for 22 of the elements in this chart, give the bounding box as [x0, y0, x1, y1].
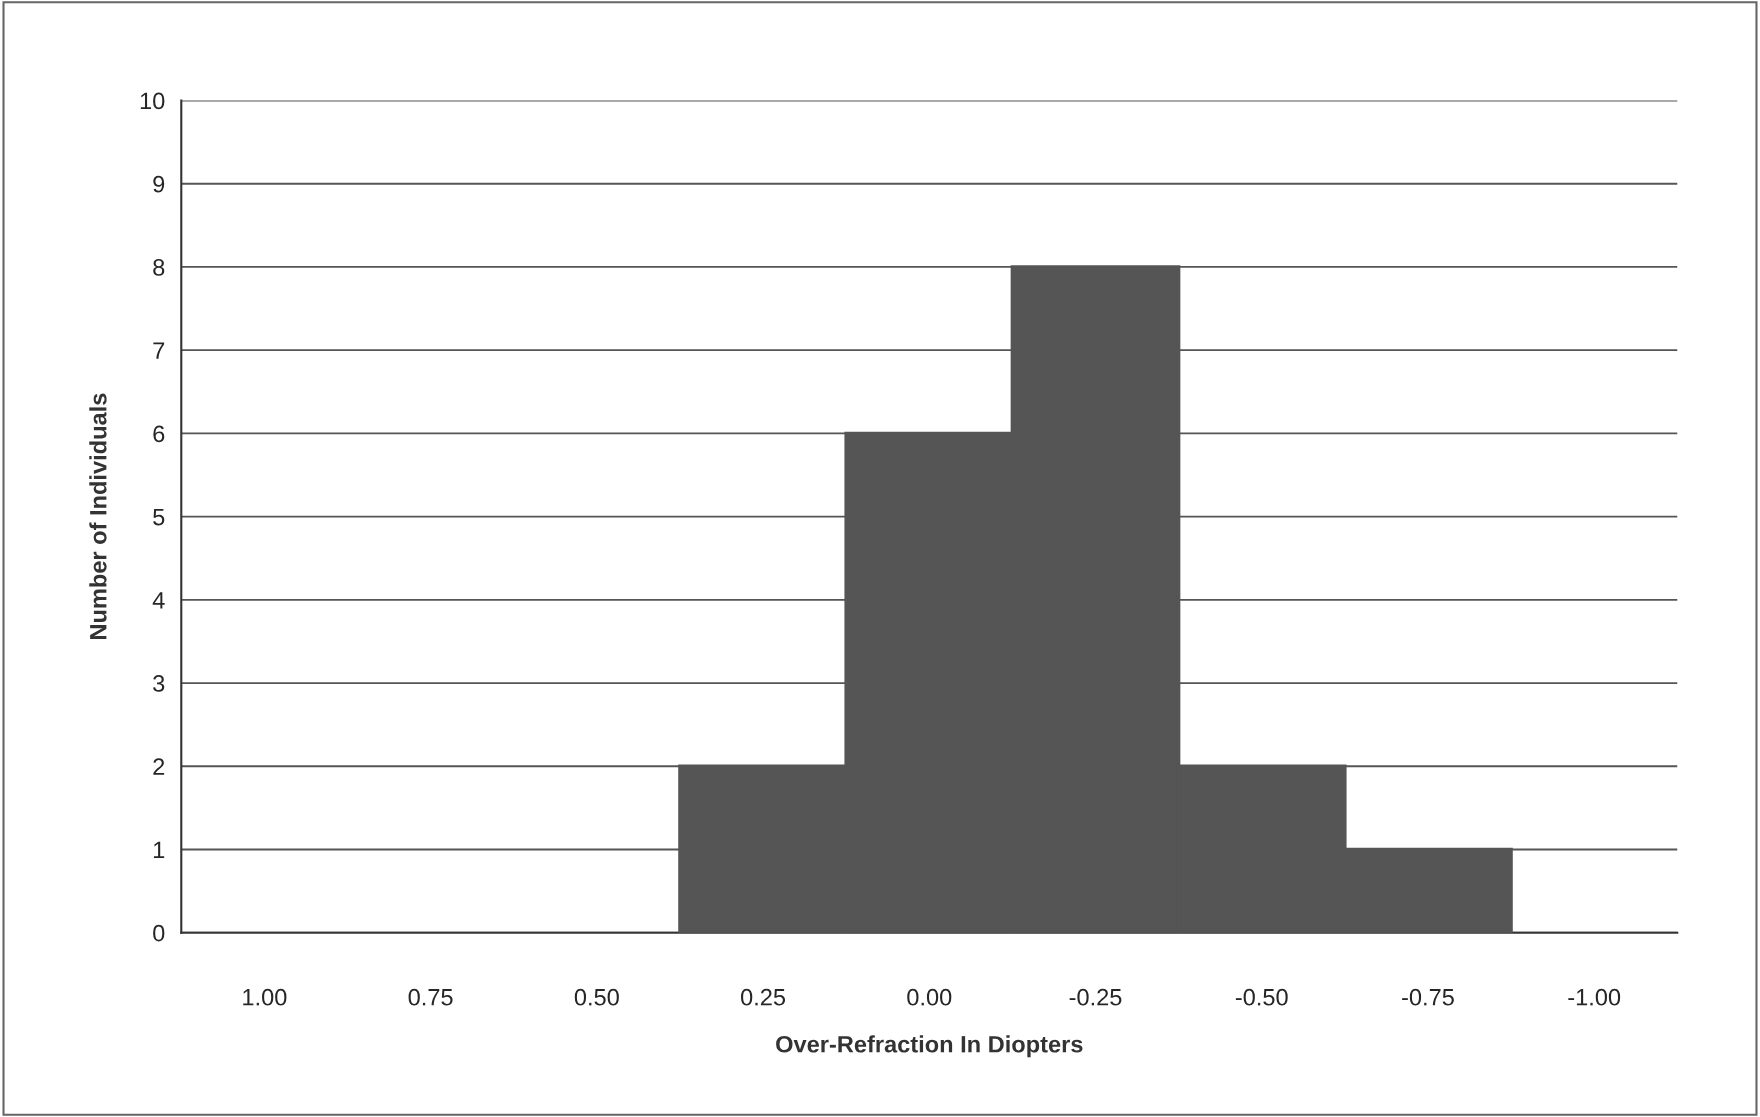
x-tick-label: 0.00 [907, 988, 952, 1006]
y-tick-label: 4 [152, 592, 165, 609]
y-tick-label: 0 [153, 924, 165, 942]
y-tick-label: 10 [140, 92, 165, 110]
x-tick-label: -0.25 [1069, 988, 1122, 1006]
x-tick-label: -0.75 [1402, 988, 1454, 1006]
y-tick-label: 8 [153, 259, 165, 276]
x-tick-label: -0.50 [1235, 988, 1288, 1006]
y-axis-title: Number of Individuals [89, 393, 107, 639]
x-tick-label: 0.50 [574, 988, 619, 1006]
y-tick-label: 6 [153, 425, 165, 443]
y-tick-label: 2 [153, 758, 165, 775]
y-tick-label: 3 [153, 675, 165, 692]
y-tick-label: 9 [153, 175, 165, 193]
x-axis-title: Over-Refraction In Diopters [776, 1035, 1083, 1058]
x-tick-label: 0.75 [408, 988, 453, 1006]
x-tick-label: -1.00 [1568, 988, 1621, 1006]
y-tick-label: 1 [153, 841, 165, 859]
x-tick-label: 1.00 [243, 988, 287, 1006]
x-tick-label: 0.25 [741, 988, 786, 1006]
y-tick-label: 5 [153, 508, 165, 526]
y-tick-label: 7 [153, 342, 165, 359]
